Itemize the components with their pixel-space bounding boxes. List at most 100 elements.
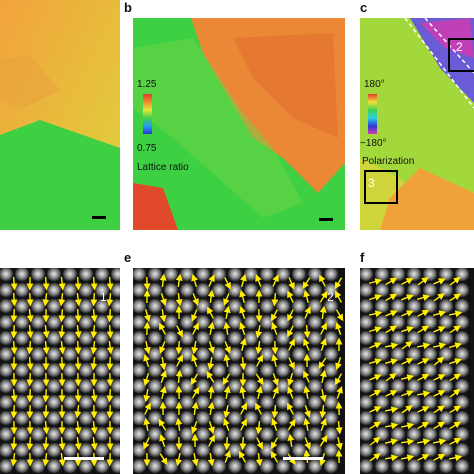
polarization-arrow bbox=[208, 421, 215, 435]
polarization-arrow bbox=[159, 433, 166, 447]
atom-column bbox=[179, 394, 195, 410]
polarization-arrow bbox=[384, 438, 399, 446]
polarization-arrow bbox=[385, 293, 398, 302]
atom-column bbox=[62, 458, 78, 474]
atom-column bbox=[46, 362, 62, 378]
atom-column bbox=[390, 378, 406, 394]
atom-column bbox=[390, 282, 406, 298]
atom-column bbox=[454, 442, 470, 458]
polarization-arrow bbox=[10, 308, 18, 323]
atom-column bbox=[195, 298, 211, 314]
atom-column bbox=[94, 268, 110, 282]
atom-column bbox=[307, 298, 323, 314]
atom-column bbox=[406, 298, 422, 314]
atom-column bbox=[307, 330, 323, 346]
atom-column bbox=[406, 458, 422, 474]
polarization-arrow bbox=[143, 276, 151, 291]
atom-column bbox=[110, 410, 120, 426]
atom-column bbox=[133, 298, 147, 314]
atom-column bbox=[211, 314, 227, 330]
atom-column bbox=[275, 458, 291, 474]
colorbar-c-title: Polarization bbox=[362, 156, 415, 167]
atom-column bbox=[360, 378, 374, 394]
atom-column bbox=[243, 362, 259, 378]
atom-column bbox=[110, 314, 120, 330]
atom-column bbox=[406, 268, 422, 282]
atom-column bbox=[259, 330, 275, 346]
atom-column bbox=[94, 394, 110, 410]
polarization-arrow bbox=[335, 357, 342, 371]
polarization-arrow bbox=[271, 322, 278, 335]
atom-column bbox=[454, 298, 470, 314]
atom-column bbox=[78, 458, 94, 474]
polarization-arrow bbox=[319, 434, 328, 447]
atom-column bbox=[307, 394, 323, 410]
atom-column bbox=[422, 330, 438, 346]
atom-column bbox=[179, 426, 195, 442]
polarization-arrow bbox=[400, 422, 415, 430]
polarization-arrow bbox=[223, 404, 231, 419]
polarization-arrow bbox=[270, 450, 279, 463]
atom-column bbox=[243, 426, 259, 442]
polarization-arrow bbox=[143, 340, 151, 355]
polarization-arrow bbox=[449, 437, 462, 446]
polarization-arrow bbox=[42, 340, 50, 355]
atom-column bbox=[406, 362, 422, 378]
polarization-arrow bbox=[417, 309, 430, 318]
polarization-arrow bbox=[303, 324, 311, 339]
atom-column bbox=[195, 442, 211, 458]
polarization-arrow bbox=[90, 356, 98, 371]
polarization-arrow bbox=[222, 373, 231, 386]
polarization-arrow bbox=[335, 436, 343, 451]
polarization-arrow bbox=[175, 292, 183, 307]
polarization-arrow bbox=[384, 454, 399, 462]
polarization-arrow bbox=[384, 422, 399, 430]
polarization-arrow bbox=[159, 273, 167, 288]
polarization-arrow bbox=[176, 354, 183, 367]
atom-column bbox=[46, 442, 62, 458]
atom-column bbox=[179, 346, 195, 362]
atom-column bbox=[78, 268, 94, 282]
polarization-arrow bbox=[26, 436, 34, 451]
polarization-arrow bbox=[336, 386, 343, 399]
atom-column bbox=[0, 442, 14, 458]
atom-column bbox=[94, 330, 110, 346]
polarization-arrow bbox=[303, 338, 310, 351]
atom-column bbox=[46, 346, 62, 362]
atom-column bbox=[211, 426, 227, 442]
region-label-1: 1 bbox=[100, 290, 107, 304]
atom-column bbox=[110, 458, 120, 474]
polarization-arrow bbox=[74, 340, 82, 355]
polarization-arrow bbox=[240, 418, 247, 431]
polarization-arrow bbox=[191, 421, 198, 434]
polarization-arrow bbox=[270, 309, 279, 322]
atom-column bbox=[307, 268, 323, 282]
polarization-arrow bbox=[239, 289, 246, 304]
atom-column bbox=[211, 346, 227, 362]
atom-column bbox=[360, 442, 374, 458]
polarization-arrow bbox=[400, 454, 415, 462]
atom-column bbox=[62, 426, 78, 442]
polarization-arrow bbox=[240, 402, 248, 415]
atom-column bbox=[422, 298, 438, 314]
polarization-arrow bbox=[401, 294, 414, 301]
atom-column bbox=[94, 458, 110, 474]
polarization-arrow bbox=[192, 293, 199, 306]
atom-column bbox=[438, 410, 454, 426]
polarization-arrow bbox=[335, 309, 344, 322]
atom-column bbox=[46, 282, 62, 298]
atom-column bbox=[30, 458, 46, 474]
atom-column bbox=[195, 410, 211, 426]
atom-column bbox=[211, 330, 227, 346]
atom-column bbox=[275, 346, 291, 362]
polarization-arrow bbox=[287, 433, 295, 448]
atom-column bbox=[259, 426, 275, 442]
polarization-arrow bbox=[319, 452, 326, 467]
atom-column bbox=[0, 298, 14, 314]
atom-column bbox=[259, 282, 275, 298]
atom-column bbox=[147, 394, 163, 410]
atom-column bbox=[390, 458, 406, 474]
polarization-arrow bbox=[223, 385, 231, 400]
atom-column bbox=[438, 458, 454, 474]
polarization-arrow bbox=[42, 324, 50, 339]
